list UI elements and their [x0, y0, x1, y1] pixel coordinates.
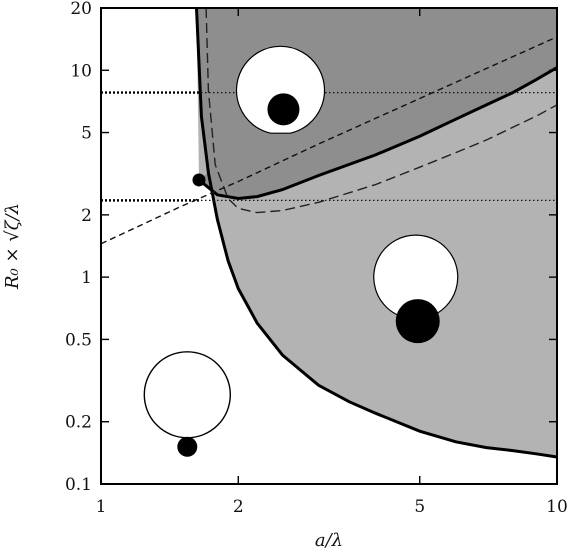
y-tick-label: 0.2: [65, 413, 92, 433]
intersection-point: [192, 173, 206, 187]
inset-icons: [143, 45, 459, 457]
inset-ring: [235, 45, 326, 134]
axis-tick-labels: 1 2 5 10 0.1 0.2 0.5 1 2 5 10 20: [65, 0, 568, 517]
series-line-2: [198, 66, 558, 201]
y-tick-label: 1: [81, 268, 92, 288]
x-tick-label: 1: [96, 497, 107, 517]
x-tick-label: 5: [414, 497, 425, 517]
inset-ring: [373, 234, 459, 318]
series-lines: [100, 7, 558, 459]
x-axis-label: a/λ: [315, 530, 343, 551]
y-tick-label: 10: [70, 61, 92, 81]
inset-ball: [267, 93, 300, 126]
series-line-4: [100, 36, 558, 245]
y-tick-label: 20: [70, 0, 92, 19]
axis-ticks: [100, 7, 558, 485]
series-line-3: [205, 7, 558, 214]
y-tick-label: 2: [81, 206, 92, 226]
y-tick-label: 0.5: [65, 330, 92, 350]
x-tick-label: 10: [546, 497, 568, 517]
plot-frame: [100, 7, 558, 485]
inset-ball: [395, 299, 440, 344]
y-axis-label: R₀ × √ζ/λ: [2, 203, 23, 290]
inset-ring-inner-ball: [235, 45, 326, 134]
inset-ring-outer: [143, 351, 231, 439]
region-light-gray: [196, 8, 557, 457]
inset-ring-ball-at-opening: [373, 234, 459, 344]
series-line-1: [195, 7, 558, 459]
x-tick-label: 2: [233, 497, 244, 517]
y-tick-label: 5: [81, 124, 92, 144]
y-tick-label: 0.1: [65, 475, 92, 495]
inset-ball-outer: [177, 436, 198, 457]
